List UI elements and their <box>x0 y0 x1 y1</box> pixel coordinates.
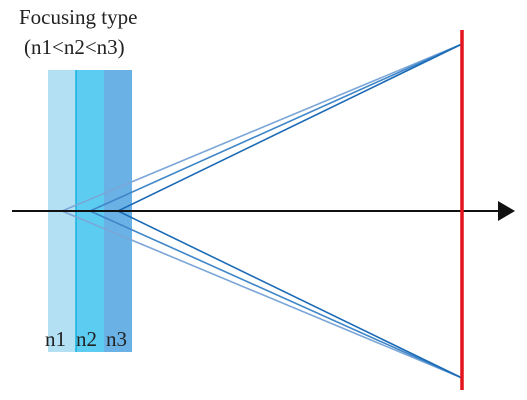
ray <box>117 210 463 379</box>
ray <box>61 43 463 212</box>
axis-arrow <box>498 201 515 221</box>
title: Focusing type <box>19 5 137 29</box>
condition: (n1<n2<n3) <box>24 35 125 59</box>
ray <box>117 43 463 212</box>
ray <box>89 210 463 379</box>
layer-label: n2 <box>76 327 97 351</box>
layer-label: n1 <box>45 327 66 351</box>
layer-label: n3 <box>106 327 127 351</box>
ray <box>61 210 463 379</box>
ray <box>89 43 463 212</box>
rays <box>61 43 463 379</box>
